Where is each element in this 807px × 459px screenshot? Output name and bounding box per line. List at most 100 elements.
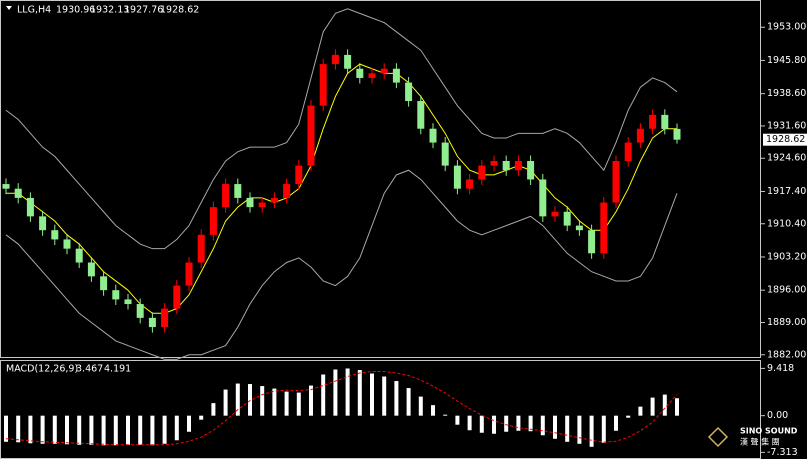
candle-body [356,68,364,78]
candle-body [124,299,132,305]
candle-body [636,128,644,143]
y-tick-label: -7.313 [767,447,798,458]
macd-bar [16,415,21,443]
candle-body [624,142,632,162]
candle-body [392,68,400,83]
candle-body [246,197,254,208]
candle-body [258,202,266,208]
y-tick-label: 1938.60 [767,88,806,99]
candle-body [478,165,486,180]
candle-body [612,161,620,203]
y-tick-label: 1910.40 [767,218,806,229]
macd-bar [345,368,350,416]
candle-body [527,161,535,180]
high-value: 1932.13 [90,5,129,16]
candle-body [551,211,559,217]
candle-body [417,101,425,129]
macd-bar [126,415,130,445]
macd-bar [479,415,484,433]
macd-bar [150,415,155,446]
macd-bar [284,391,289,416]
menu-arrow[interactable] [6,6,12,10]
candle-body [441,142,449,166]
candle-body [185,262,193,286]
current-price-label: 1928.62 [766,134,805,145]
candle-body [600,202,608,254]
candle-body [514,161,522,171]
candle-body [368,73,376,78]
macd-bar [113,415,118,446]
candle-body [307,105,315,166]
macd-bar [65,415,69,445]
watermark: SINO SOUND 漢 聲 集 團 [707,426,798,448]
macd-bar [235,383,240,416]
macd-bar [309,385,313,416]
candle-body [563,211,571,226]
macd-bar [321,374,326,416]
current-price-box [763,133,807,146]
macd-bar [418,396,423,416]
macd-bar [504,415,509,432]
low-value: 1927.76 [124,5,163,16]
candle-body [319,64,327,106]
candle-body [539,179,547,217]
macd-bar [162,415,167,444]
y-tick-label: 0.00 [767,410,788,421]
macd-bar [540,415,545,436]
y-tick-label: 1931.60 [767,120,806,131]
macd-bar [187,415,191,432]
y-tick-label: 1924.60 [767,153,806,164]
macd-bar [662,394,667,416]
macd-bar [28,415,33,444]
candle-body [575,225,583,231]
candle-body [39,216,47,231]
candle-body [380,68,388,74]
y-tick-label: 1903.20 [767,251,806,262]
candle-body [283,184,291,198]
macd-bar [248,384,252,416]
candle-body [502,161,510,171]
bollinger-band [5,169,678,360]
candle-body [466,179,474,189]
macd-signal [5,370,678,446]
watermark-brand: SINO SOUND [740,427,798,436]
macd-bar [101,415,106,446]
macd-bar [443,414,448,416]
macd-bar [199,415,204,420]
y-tick-label: 1953.00 [767,22,806,33]
macd-bar [650,397,655,416]
macd-bar [382,376,387,416]
candle-body [197,234,205,263]
macd-bar [675,398,679,416]
macd-bar [614,415,618,431]
close-value: 1928.62 [160,5,199,16]
candle-body [173,285,181,309]
chart-title: LLG,H4 [17,5,51,16]
open-value: 1930.96 [56,5,95,16]
macd-bar [467,415,472,431]
macd-bar [77,415,82,445]
macd-bar [492,415,496,434]
macd-bar [638,406,643,416]
logo [707,426,729,448]
macd-bar [272,388,277,416]
plot [2,8,681,447]
macd-bar [333,369,338,416]
macd-bar [516,415,521,431]
macd-bar [553,415,557,439]
macd-title: MACD(12,26,9) [6,364,78,375]
macd-signal-value: 4.191 [104,364,131,375]
y-tick-label: 1882.00 [767,349,806,360]
macd-bar [601,415,606,443]
candle-body [63,239,71,249]
candle-body [234,184,242,198]
candle-body [429,128,437,143]
main-panel-frame [0,0,761,358]
candle-body [270,197,278,203]
macd-bar [528,415,533,432]
macd-bar [174,415,179,441]
y-tick-label: 1889.00 [767,317,806,328]
candle-body [222,184,230,208]
macd-bar [223,389,228,416]
